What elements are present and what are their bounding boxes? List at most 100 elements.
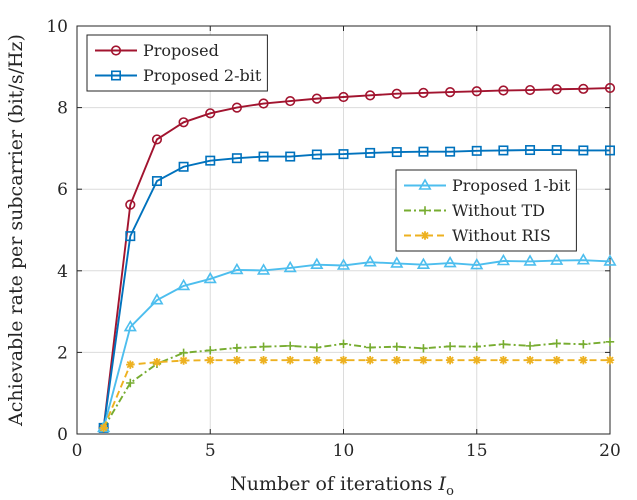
data-point xyxy=(152,357,162,367)
data-point xyxy=(605,337,615,346)
data-point xyxy=(123,320,137,332)
x-axis-label-symbol: I xyxy=(438,473,447,495)
data-point xyxy=(259,342,268,351)
x-tick-label: 15 xyxy=(466,441,488,461)
series-line xyxy=(102,340,611,429)
data-point xyxy=(311,93,322,104)
x-axis-label: Number of iterations Io xyxy=(230,473,454,499)
series-without-ris xyxy=(99,355,615,433)
data-point xyxy=(605,355,615,365)
data-point xyxy=(285,151,296,162)
data-point xyxy=(231,153,242,164)
y-tick-label: 4 xyxy=(57,262,68,282)
data-point xyxy=(445,342,455,351)
x-axis-label-subscript: o xyxy=(446,484,454,499)
data-point xyxy=(178,117,189,128)
data-point xyxy=(151,176,162,187)
data-point xyxy=(525,145,536,156)
data-point xyxy=(310,257,324,269)
data-point xyxy=(232,343,242,353)
series-without-td xyxy=(99,337,615,433)
axes xyxy=(76,25,611,435)
data-point xyxy=(419,355,428,365)
data-point xyxy=(312,355,322,365)
data-point xyxy=(392,355,401,365)
data-point xyxy=(472,355,481,365)
data-point xyxy=(499,355,508,365)
data-point xyxy=(285,95,296,107)
data-point xyxy=(231,102,242,113)
legend-center-right: Proposed 1-bit Without TD Without RIS xyxy=(395,169,577,252)
data-point xyxy=(552,355,561,365)
series-proposed xyxy=(98,82,616,433)
legend-box xyxy=(86,34,268,92)
data-point xyxy=(125,199,136,210)
data-point xyxy=(523,254,537,266)
data-point xyxy=(524,84,536,96)
data-point xyxy=(179,356,188,365)
data-point xyxy=(416,257,431,269)
data-point xyxy=(603,254,617,266)
data-point xyxy=(365,147,376,158)
data-point xyxy=(525,341,535,351)
data-point xyxy=(418,146,429,157)
data-point xyxy=(177,278,191,291)
legend-swatch-marker xyxy=(420,206,430,215)
data-point xyxy=(470,257,484,270)
data-point xyxy=(150,293,164,305)
series-group xyxy=(97,82,617,433)
data-point xyxy=(365,355,375,365)
y-axis-label: Achievable rate per subcarrier (bit/s/Hz… xyxy=(5,34,27,427)
legends: Proposed Proposed 2-bit Proposed 1-bit With… xyxy=(86,34,577,252)
x-tick-label: 5 xyxy=(205,441,216,461)
data-point xyxy=(336,258,351,270)
x-tick-label: 10 xyxy=(333,441,355,461)
data-point xyxy=(286,355,295,365)
data-point xyxy=(525,355,535,365)
data-point xyxy=(206,355,215,365)
tick-labels: 0 5 10 15 20 0 2 4 6 8 10 xyxy=(46,17,620,461)
legend-swatch-marker xyxy=(418,178,432,190)
legend-top-left: Proposed Proposed 2-bit xyxy=(86,34,268,92)
data-point xyxy=(205,108,216,119)
data-point xyxy=(339,339,348,349)
data-point xyxy=(445,355,455,365)
data-point xyxy=(551,145,562,156)
data-point xyxy=(126,360,135,369)
data-point xyxy=(365,90,376,101)
data-point xyxy=(472,342,481,351)
data-point xyxy=(496,253,510,266)
series-proposed-2-bit xyxy=(98,145,615,433)
data-point xyxy=(125,231,136,242)
data-point xyxy=(259,355,268,365)
data-point xyxy=(283,260,297,273)
data-point xyxy=(311,149,322,160)
data-point xyxy=(604,82,616,94)
data-point xyxy=(579,340,588,349)
legend-swatch-marker xyxy=(420,231,430,240)
data-point xyxy=(230,262,244,275)
data-point xyxy=(576,253,590,265)
data-point xyxy=(363,255,377,267)
data-point xyxy=(126,378,135,388)
data-point xyxy=(312,343,322,352)
data-point xyxy=(419,344,428,353)
data-point xyxy=(151,134,163,145)
data-point xyxy=(338,149,349,160)
data-point xyxy=(206,346,215,355)
data-point xyxy=(205,155,216,166)
series-line xyxy=(102,259,611,429)
y-tick-label: 0 xyxy=(57,425,68,445)
data-point xyxy=(390,256,404,268)
legend-entry-label: Without TD xyxy=(452,201,545,220)
data-point xyxy=(338,91,349,103)
data-point xyxy=(552,339,561,348)
data-point xyxy=(99,423,108,433)
data-point xyxy=(418,87,429,99)
y-tick-label: 10 xyxy=(46,17,68,37)
data-point xyxy=(498,85,509,96)
data-point xyxy=(443,255,457,268)
data-point xyxy=(578,145,589,156)
y-tick-label: 8 xyxy=(57,99,68,119)
